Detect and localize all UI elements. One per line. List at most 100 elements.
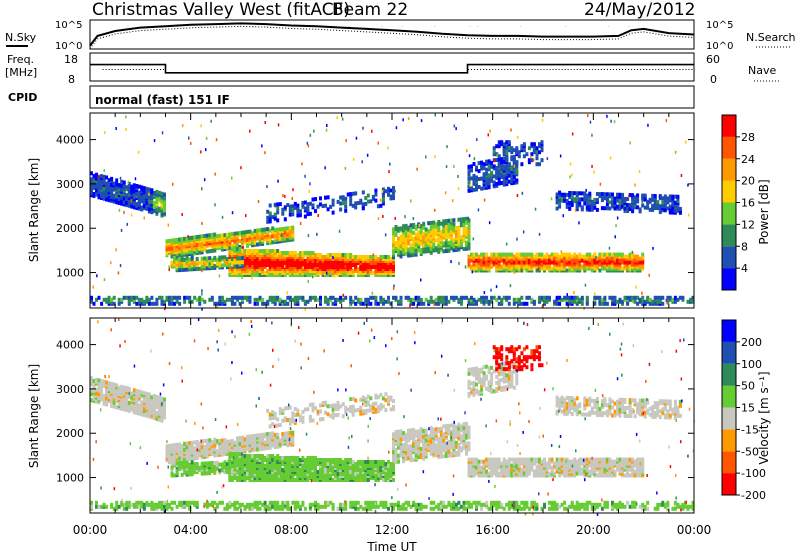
- heatmap-cell: [336, 297, 340, 302]
- heatmap-cell: [605, 256, 609, 261]
- heatmap-cell: [137, 389, 141, 394]
- heatmap-cell: [366, 263, 370, 267]
- heatmap-cell: [140, 301, 144, 306]
- heatmap-cell: [97, 396, 101, 401]
- heatmap-cell: [573, 197, 577, 202]
- heatmap-cell: [100, 174, 104, 179]
- heatmap-speck: [550, 197, 553, 201]
- heatmap-cell: [155, 297, 159, 302]
- nave-dot: [661, 69, 663, 70]
- heatmap-cell: [532, 254, 536, 259]
- heatmap-cell: [595, 192, 599, 196]
- heatmap-speck: [251, 276, 253, 280]
- heatmap-cell: [628, 207, 632, 212]
- heatmap-cell: [636, 197, 640, 202]
- heatmap-cell: [140, 408, 144, 413]
- heatmap-cell: [636, 254, 640, 259]
- heatmap-cell: [387, 192, 390, 197]
- heatmap-cell: [268, 431, 272, 436]
- heatmap-cell: [512, 166, 516, 171]
- heatmap-cell: [580, 258, 584, 263]
- heatmap-cell: [616, 252, 619, 257]
- heatmap-cell: [298, 458, 302, 462]
- heatmap-cell: [173, 443, 177, 448]
- heatmap-cell: [565, 198, 569, 203]
- heatmap-cell: [578, 262, 582, 267]
- heatmap-cell: [306, 257, 310, 261]
- beam-label: Beam 22: [332, 0, 408, 20]
- station-title: Christmas Valley West (fitACF): [92, 0, 350, 20]
- heatmap-cell: [273, 439, 277, 443]
- heatmap-speck: [372, 253, 375, 257]
- heatmap-cell: [641, 252, 645, 257]
- heatmap-speck: [201, 289, 203, 293]
- heatmap-cell: [543, 266, 546, 271]
- heatmap-cell: [142, 196, 146, 201]
- nave-dot: [395, 72, 397, 73]
- heatmap-cell: [638, 207, 642, 212]
- heatmap-cell: [246, 434, 249, 439]
- heatmap-cell: [404, 251, 408, 256]
- heatmap-cell: [238, 436, 242, 440]
- heatmap-cell: [301, 251, 305, 255]
- heatmap-speck: [304, 174, 306, 178]
- heatmap-cell: [482, 295, 486, 300]
- heatmap-cell: [520, 144, 524, 149]
- nave-dot: [368, 72, 370, 73]
- heatmap-cell: [271, 249, 275, 253]
- heatmap-cell: [525, 152, 529, 157]
- heatmap-cell: [575, 254, 579, 259]
- heatmap-cell: [522, 154, 526, 159]
- heatmap-speck: [652, 246, 654, 250]
- colorbar-tick-label: 16: [741, 197, 755, 210]
- heatmap-cell: [183, 257, 187, 262]
- heatmap-cell: [319, 299, 322, 304]
- heatmap-cell: [349, 192, 353, 197]
- nave-dot: [471, 69, 473, 70]
- heatmap-cell: [306, 208, 310, 213]
- heatmap-cell: [170, 295, 174, 300]
- heatmap-cell: [266, 227, 270, 232]
- heatmap-cell: [361, 263, 365, 267]
- nave-dot: [371, 72, 373, 73]
- heatmap-cell: [500, 181, 504, 185]
- heatmap-cell: [678, 206, 682, 211]
- heatmap-speck: [578, 221, 580, 225]
- heatmap-cell: [605, 301, 609, 306]
- heatmap-cell: [447, 240, 451, 245]
- heatmap-cell: [412, 297, 416, 302]
- heatmap-cell: [371, 194, 375, 199]
- heatmap-cell: [344, 196, 348, 201]
- heatmap-speck: [125, 128, 127, 131]
- heatmap-cell: [470, 252, 473, 257]
- heatmap-cell: [301, 456, 305, 460]
- heatmap-cell: [384, 189, 388, 194]
- colorbar-tick-label: 4: [741, 262, 748, 275]
- heatmap-speck: [534, 207, 537, 211]
- heatmap-cell: [525, 260, 529, 265]
- heatmap-cell: [190, 249, 194, 254]
- heatmap-cell: [288, 204, 292, 209]
- heatmap-cell: [170, 260, 174, 265]
- heatmap-cell: [152, 301, 156, 306]
- heatmap-speck: [560, 250, 563, 254]
- heatmap-speck: [516, 135, 519, 139]
- heatmap-cell: [268, 249, 272, 253]
- heatmap-cell: [575, 191, 579, 196]
- heatmap-cell: [261, 297, 265, 302]
- heatmap-cell: [422, 231, 426, 236]
- heatmap-cell: [225, 297, 229, 302]
- date-label: 24/May/2012: [584, 0, 696, 20]
- nave-dot: [268, 72, 270, 73]
- colorbar-segment: [722, 180, 736, 203]
- heatmap-cell: [173, 238, 177, 243]
- heatmap-cell: [346, 253, 350, 257]
- heatmap-cell: [560, 198, 564, 203]
- nave-dot: [585, 69, 587, 70]
- heatmap-cell: [578, 191, 582, 196]
- heatmap-cell: [329, 253, 333, 257]
- noise-right-tick-top: 10^5: [706, 20, 733, 31]
- heatmap-cell: [213, 301, 217, 306]
- heatmap-cell: [626, 207, 630, 211]
- heatmap-cell: [271, 443, 275, 448]
